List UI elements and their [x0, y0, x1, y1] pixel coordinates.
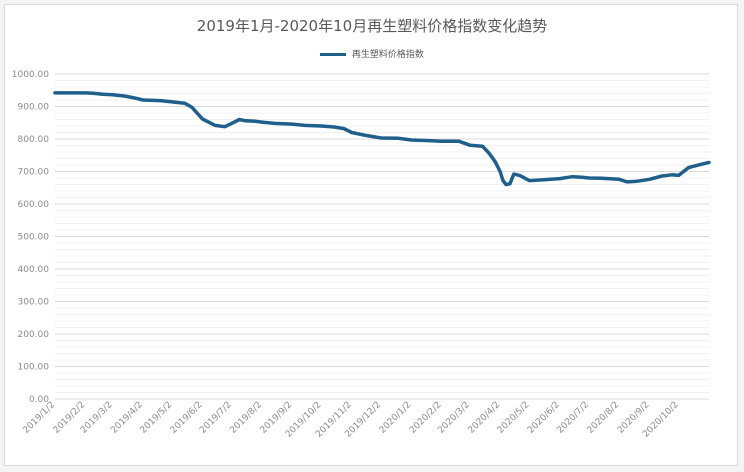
y-tick-label: 1000.00	[12, 70, 49, 80]
x-tick-label: 2019/7/2	[198, 400, 234, 436]
chart-frame: 2019年1月-2020年10月再生塑料价格指数变化趋势 再生塑料价格指数 0.…	[4, 4, 738, 466]
x-tick-label: 2019/8/2	[228, 400, 264, 436]
x-tick-label: 2020/7/2	[555, 400, 591, 436]
y-tick-label: 700.00	[18, 168, 50, 178]
series-line	[53, 91, 711, 187]
chart-title: 2019年1月-2020年10月再生塑料价格指数变化趋势	[196, 17, 548, 35]
y-tick-label: 500.00	[18, 233, 50, 243]
y-tick-label: 800.00	[18, 135, 50, 145]
x-tick-label: 2020/5/2	[496, 400, 532, 436]
y-tick-label: 300.00	[18, 298, 50, 308]
x-tick-label: 2020/1/2	[378, 400, 414, 436]
y-tick-label: 900.00	[18, 103, 50, 113]
y-tick-label: 200.00	[18, 330, 50, 340]
x-tick-label: 2020/8/2	[586, 400, 622, 436]
chart-legend: 再生塑料价格指数	[5, 47, 739, 60]
y-tick-label: 400.00	[18, 265, 50, 275]
y-tick-label: 0.00	[29, 395, 49, 405]
legend-label: 再生塑料价格指数	[351, 50, 424, 60]
y-tick-label: 600.00	[18, 200, 50, 210]
x-tick-label: 2019/1/2	[21, 400, 57, 436]
y-tick-label: 100.00	[18, 363, 50, 373]
line-chart: 0.00 100.00 200.00 300.00 400.00 500.00 600.00…	[12, 70, 711, 440]
x-tick-label: 2019/5/2	[139, 400, 175, 436]
legend-swatch	[320, 53, 347, 56]
